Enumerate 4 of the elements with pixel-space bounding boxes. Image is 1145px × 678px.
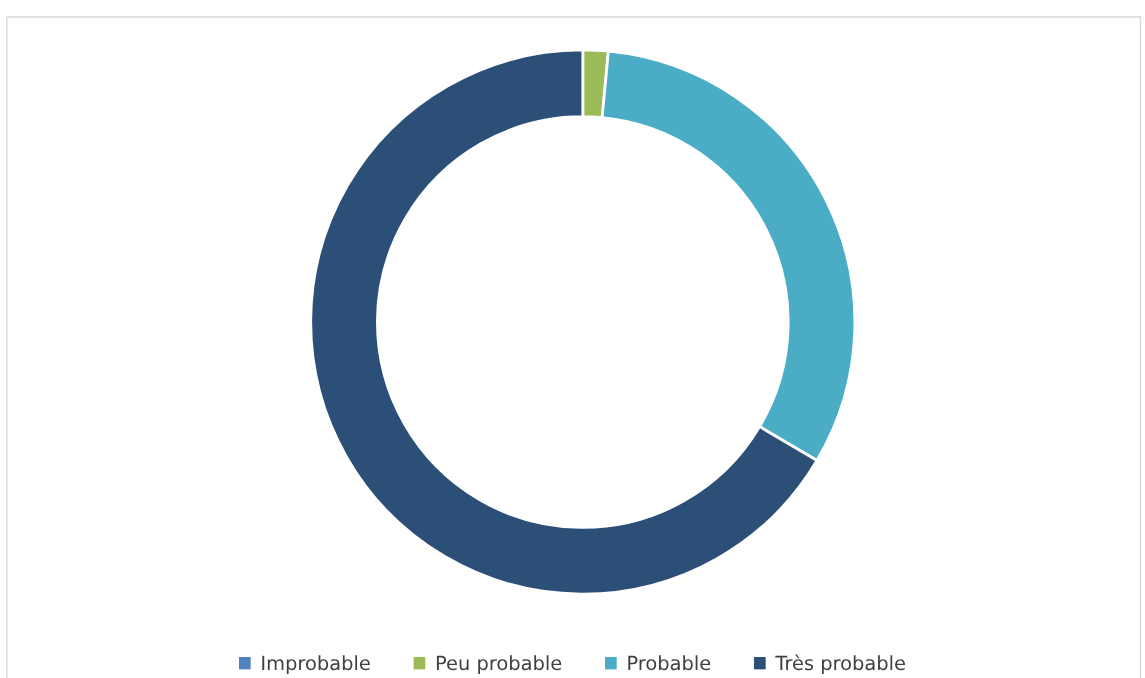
- legend-label: Peu probable: [436, 655, 562, 675]
- legend-label: Improbable: [262, 655, 370, 675]
- legend-label: Probable: [628, 655, 711, 671]
- legend-label: Très probable: [775, 654, 905, 675]
